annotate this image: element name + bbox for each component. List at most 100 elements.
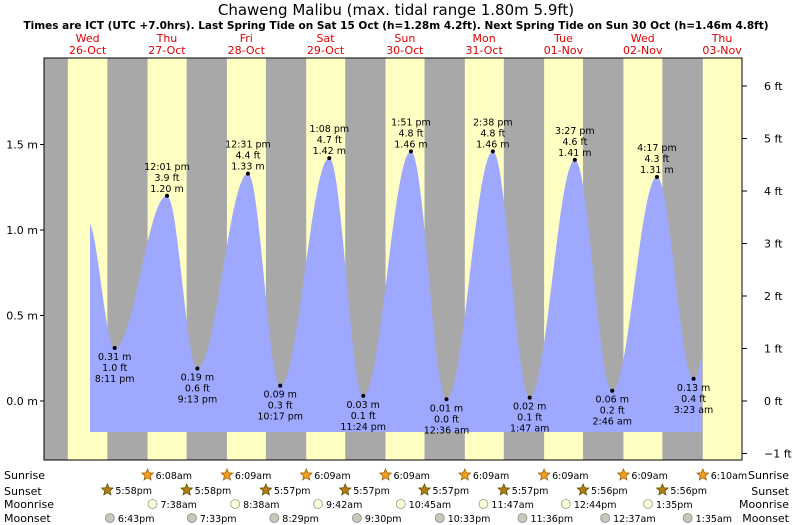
moonrise-time-6: 1:35pm [656,500,693,511]
moonset-time-4: 10:33pm [448,514,491,525]
tide-time-5: 10:17 pm [257,412,303,423]
moonset-icon-3 [352,513,362,523]
sunset-icon-3 [338,482,352,496]
tide-point-14 [654,174,659,179]
moonrise-time-3: 10:45am [409,500,451,511]
row-label-moonset-right: Moonset [742,512,789,525]
tide-point-7 [361,393,366,398]
sunset-icon-6 [576,482,590,496]
high-tide-14: 4:17 pm4.3 ft1.31 m [637,143,677,179]
moonset-icon-2 [269,513,280,523]
moonset-icon-4 [434,513,445,523]
y-axis-right-feet: −1 ft 0 ft 1 ft 2 ft 3 ft 4 ft 5 ft 6 ft [742,80,792,461]
tide-m-1: 0.31 m [98,352,131,363]
sunrise-time-3: 6:09am [314,471,350,482]
tide-m-3: 0.19 m [181,373,214,384]
tide-time-1: 8:11 pm [95,374,135,385]
sunset-time-4: 5:57pm [433,486,470,497]
day-date-1: 27-Oct [148,44,186,57]
moonrise-icon-0 [147,499,158,509]
tide-time-13: 2:46 am [593,417,632,428]
tide-ft-2: 3.9 ft [154,173,179,184]
tide-ft-6: 4.7 ft [317,135,342,146]
tide-time-10: 2:38 pm [473,117,513,128]
tide-time-15: 3:23 am [674,405,713,416]
tide-ft-12: 4.6 ft [562,137,587,148]
tide-point-5 [278,383,283,388]
sunset-icon-0 [100,482,115,496]
moonrise-icon-2 [313,499,323,509]
tide-time-3: 9:13 pm [178,395,218,406]
sunset-time-5: 5:57pm [512,486,549,497]
tide-ft-4: 4.4 ft [235,151,260,162]
tide-m-15: 0.13 m [677,383,710,394]
sunrise-icon-8 [696,467,710,481]
tide-ft-9: 0.0 ft [434,414,459,425]
day-date-5: 31-Oct [466,44,504,57]
y-right-tick-label-1: 0 ft [764,395,783,408]
day-date-6: 01-Nov [544,44,584,57]
tide-time-11: 1:47 am [510,424,549,435]
moonset-icon-7 [682,513,693,523]
tide-extreme-labels: 0.31 m1.0 ft8:11 pm 12:01 pm3.9 ft1.20 m 0… [95,117,713,436]
sunset-icon-5 [497,482,511,496]
tide-time-8: 1:51 pm [391,117,431,128]
tide-m-9: 0.01 m [430,403,463,414]
y-left-tick-label-0: 0.0 m [6,395,38,408]
tide-time-12: 3:27 pm [555,126,595,137]
day-name-8: Thu [711,32,733,45]
y-left-tick-label-1: 0.5 m [6,310,38,323]
y-right-tick-label-6: 5 ft [764,133,783,146]
tide-ft-13: 0.2 ft [600,406,625,417]
row-label-moonset-left: Moonset [4,512,51,525]
moonset-time-5: 11:36pm [530,514,573,525]
tide-point-1 [112,345,117,350]
sunrise-icon-1 [140,467,155,481]
sunset-time-0: 5:58pm [115,486,152,497]
y-left-tick-label-3: 1.5 m [6,139,38,152]
low-tide-11: 0.02 m0.1 ft1:47 am [510,395,549,435]
day-date-4: 30-Oct [386,44,424,57]
tide-point-12 [572,157,577,162]
tide-point-2 [165,193,170,198]
tide-point-3 [195,366,200,371]
y-right-tick-label-5: 4 ft [764,185,783,198]
moonset-icon-6 [600,513,611,523]
day-name-7: Wed [631,32,655,45]
moonset-time-7: 1:35am [696,514,732,525]
day-name-3: Sat [317,32,336,45]
sun-moon-events: 5:58pm6:08am5:58pm6:09am5:57pm6:09am5:57… [100,467,747,525]
sunset-icon-2 [259,482,273,496]
moonrise-time-1: 8:38am [243,500,279,511]
high-tide-10: 2:38 pm4.8 ft1.46 m [473,117,513,154]
moonrise-time-0: 7:38am [161,500,197,511]
sunset-time-7: 5:56pm [670,486,707,497]
sunset-time-3: 5:57pm [353,486,390,497]
day-date-2: 28-Oct [228,44,266,57]
moonrise-time-2: 9:42am [326,500,362,511]
tide-time-7: 11:24 pm [340,422,386,433]
tide-ft-15: 0.4 ft [681,394,706,405]
sunrise-icon-2 [220,467,234,481]
moonrise-icon-5 [560,499,571,509]
day-date-0: 26-Oct [69,44,107,57]
moonrise-time-5: 12:44pm [574,500,617,511]
sunrise-time-2: 6:09am [235,471,271,482]
tide-m-13: 0.06 m [596,395,629,406]
y-axis-left-meters: 0.0 m 0.5 m 1.0 m 1.5 m [6,139,44,408]
sunrise-icon-6 [537,467,551,481]
moonrise-time-4: 11:47am [491,500,533,511]
tide-m-6: 1.42 m [313,146,346,157]
sunrise-time-7: 6:09am [631,471,667,482]
moonset-icon-1 [186,513,197,523]
tide-m-12: 1.41 m [558,148,591,159]
day-date-7: 02-Nov [623,44,663,57]
low-tide-15: 0.13 m0.4 ft3:23 am [674,376,713,416]
y-right-tick-label-0: −1 ft [764,448,792,461]
high-tide-2: 12:01 pm3.9 ft1.20 m [144,162,190,198]
tide-m-7: 0.03 m [346,400,379,411]
tide-time-14: 4:17 pm [637,143,677,154]
high-tide-6: 1:08 pm4.7 ft1.42 m [309,124,349,161]
